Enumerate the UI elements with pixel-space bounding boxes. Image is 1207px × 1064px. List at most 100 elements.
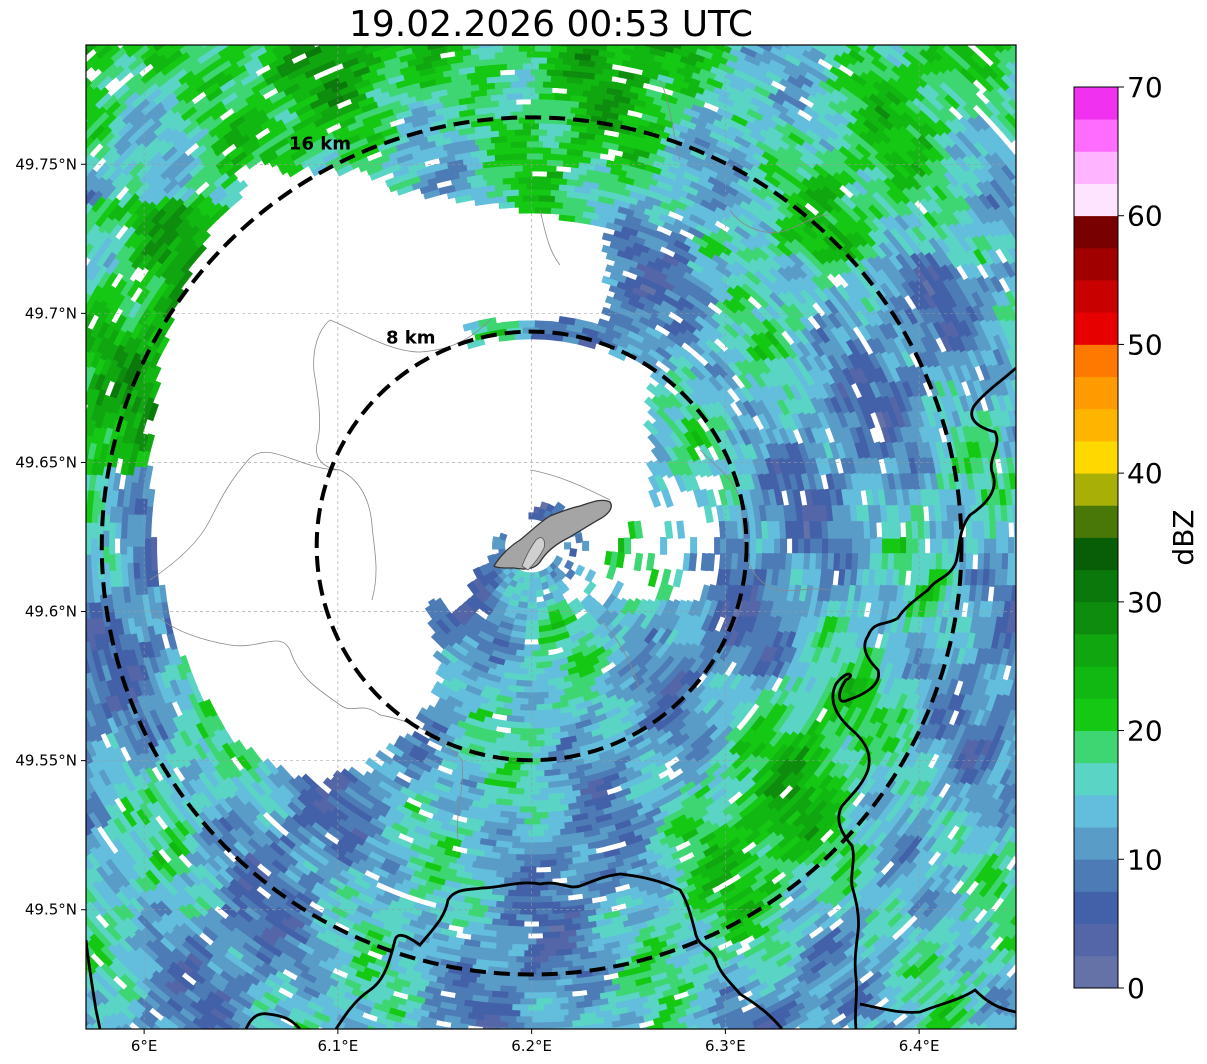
radar-cell [680,599,694,619]
radar-cell [459,601,477,618]
radar-cell [601,772,621,786]
radar-cell [583,634,603,650]
radar-cell [432,650,451,667]
radar-cell [720,537,728,555]
radar-cell [651,419,669,438]
radar-cell [660,459,675,479]
radar-cell [912,537,920,555]
radar-cell [739,630,753,650]
radar-cell [617,676,637,693]
radar-cell [478,564,489,577]
radar-cell [471,647,491,662]
radar-cell [726,537,734,555]
radar-cell [834,537,842,555]
radar-cell [718,686,735,705]
radar-cell [456,652,476,668]
radar-cell [693,488,705,508]
radar-cell [689,364,708,383]
radar-cell [751,472,763,492]
radar-cell [647,641,665,660]
radar-cell [615,551,626,569]
radar-cell [652,613,668,633]
radar-cell [699,584,711,604]
radar-cell [585,777,605,790]
radar-cell [514,649,533,658]
radar-cell [653,717,672,734]
radar-cell [669,430,686,450]
radar-cell [551,559,561,569]
radar-cell [577,773,597,785]
radar-cell [606,596,623,616]
radar-cell [530,751,549,760]
radar-cell [533,583,543,592]
radar-cell [745,457,759,477]
radar-cell [433,681,453,697]
radar-cell [628,651,647,669]
radar-cell [670,404,688,423]
radar-cell [574,731,593,743]
radar-cell [576,666,596,680]
radar-cell [732,614,746,634]
radar-cell [724,488,736,508]
radar-cell [510,709,529,718]
radar-cell [755,584,766,604]
radar-cell [474,707,494,720]
radar-cell [645,751,664,767]
radar-cell [705,489,718,508]
radar-cell [455,605,473,623]
radar-cell [680,416,698,435]
radar-cell [608,730,627,745]
radar-cell [706,615,721,634]
radar-cell [732,458,746,477]
radar-cell [627,676,646,693]
radar-cell [633,552,644,572]
radar-cell [608,315,628,329]
radar-cell [474,738,494,750]
radar-cell [984,537,992,555]
radar-cell [637,328,657,343]
radar-cell [534,775,553,784]
radar-cell [489,649,510,662]
radar-cell [602,610,620,629]
radar-cell [530,782,549,790]
radar-cell [966,537,974,555]
radar-cell [632,702,652,719]
radar-cell [730,552,740,572]
radar-cell [655,692,674,710]
radar-cell [462,696,482,710]
radar-cell [90,537,98,555]
radar-cell [591,658,610,673]
radar-cell [763,600,775,620]
radar-cell [713,672,730,692]
radar-cell [472,566,484,580]
radar-cell [645,459,662,479]
radar-cell [840,537,848,555]
radar-cell [491,604,507,617]
radar-cell [683,642,700,662]
radar-cell [530,332,549,340]
radar-cell [534,733,553,742]
radar-cell [692,698,710,716]
radar-cell [660,613,675,633]
radar-cell [658,393,677,411]
radar-cell [565,568,576,580]
radar-cell [566,727,585,739]
radar-cell [663,405,681,424]
radar-cell [701,376,719,394]
radar-echo-layer [75,45,1016,1029]
radar-cell [86,521,92,539]
radar-cell [75,481,84,499]
radar-cell [587,646,607,662]
radar-cell [603,685,623,701]
radar-cell [623,664,642,681]
radar-cell [498,645,517,657]
radar-cell [588,680,608,695]
radar-cell [463,650,483,665]
radar-cell [437,611,454,630]
radar-cell [534,763,553,772]
radar-cell [712,584,724,604]
radar-cell [502,609,517,620]
radar-cell [493,706,513,717]
radar-cell [674,682,692,701]
radar-cell [655,667,674,685]
